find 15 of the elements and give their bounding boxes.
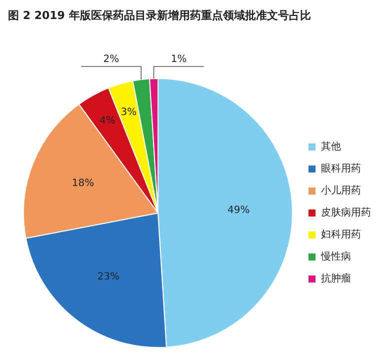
legend-label: 慢性病 xyxy=(320,250,351,263)
chart-title: 图 2 2019 年版医保药品目录新增用药重点领域批准文号占比 xyxy=(8,8,311,23)
data-label: 18% xyxy=(72,178,94,189)
legend-label: 小儿用药 xyxy=(321,184,361,197)
data-label: 23% xyxy=(97,271,120,282)
legend-label: 妇科用药 xyxy=(321,228,361,241)
data-label: 4% xyxy=(100,116,116,127)
legend-label: 其他 xyxy=(321,140,341,153)
legend-label: 抗肿瘤 xyxy=(321,272,351,285)
legend-label: 眼科用药 xyxy=(321,162,361,175)
data-label: 49% xyxy=(228,205,250,216)
legend-label: 皮肤病用药 xyxy=(321,206,371,219)
data-label: 2% xyxy=(103,54,120,66)
data-label: 1% xyxy=(170,54,187,66)
data-label: 3% xyxy=(120,106,137,118)
